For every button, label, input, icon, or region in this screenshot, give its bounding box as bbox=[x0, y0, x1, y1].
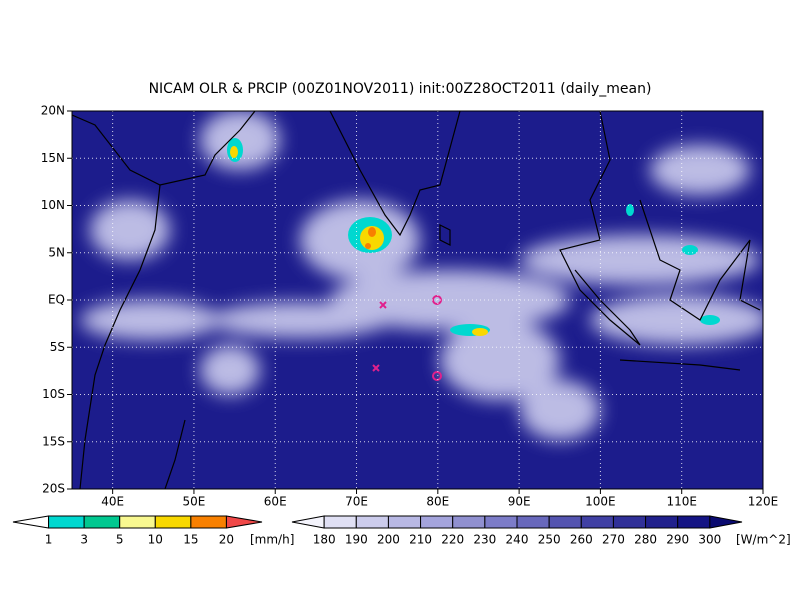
lon-tick-label: 90E bbox=[508, 495, 531, 509]
colorbar-swatch bbox=[484, 515, 518, 529]
colorbar-tick-label: 290 bbox=[666, 533, 689, 547]
colorbar-swatch bbox=[48, 515, 85, 529]
map-frame bbox=[71, 110, 764, 490]
colorbar-swatch bbox=[119, 515, 156, 529]
lon-tick-label: 70E bbox=[345, 495, 368, 509]
map-field bbox=[72, 111, 763, 489]
colorbar-swatch bbox=[420, 515, 454, 529]
lat-tick-label: 5N bbox=[48, 245, 65, 259]
colorbar-unit: [W/m^2] bbox=[736, 533, 791, 547]
lat-tick-label: EQ bbox=[48, 293, 65, 307]
colorbar-tick-label: 10 bbox=[148, 533, 163, 547]
colorbar-swatch bbox=[291, 515, 325, 529]
colorbar-swatch bbox=[677, 515, 711, 529]
colorbar-tick-label: 15 bbox=[183, 533, 198, 547]
lat-tick-label: 10S bbox=[42, 387, 65, 401]
colorbar-tick-label: 190 bbox=[345, 533, 368, 547]
title: NICAM OLR & PRCIP (00Z01NOV2011) init:00… bbox=[149, 81, 652, 97]
colorbar-tick-label: 210 bbox=[409, 533, 432, 547]
colorbar-swatch bbox=[452, 515, 486, 529]
colorbar-tick-label: 250 bbox=[538, 533, 561, 547]
lon-tick-label: 80E bbox=[426, 495, 449, 509]
lat-tick-label: 15S bbox=[42, 434, 65, 448]
colorbar-tick-label: 180 bbox=[313, 533, 336, 547]
colorbar-tick-label: 1 bbox=[45, 533, 53, 547]
lon-tick-label: 40E bbox=[101, 495, 124, 509]
lat-tick-label: 20S bbox=[42, 482, 65, 496]
colorbar-swatch bbox=[12, 515, 50, 529]
lon-tick-label: 50E bbox=[183, 495, 206, 509]
colorbar-tick-label: 20 bbox=[219, 533, 234, 547]
colorbar-swatch bbox=[548, 515, 582, 529]
colorbar-tick-label: 230 bbox=[473, 533, 496, 547]
colorbar-swatch bbox=[645, 515, 679, 529]
colorbar-tick-label: 240 bbox=[506, 533, 529, 547]
colorbar-swatch bbox=[709, 515, 743, 529]
colorbar-swatch bbox=[516, 515, 550, 529]
colorbar-swatch bbox=[83, 515, 121, 529]
lat-tick-label: 10N bbox=[41, 198, 65, 212]
colorbar-tick-label: 3 bbox=[80, 533, 88, 547]
colorbar-tick-label: 220 bbox=[441, 533, 464, 547]
colorbar-tick-label: 280 bbox=[634, 533, 657, 547]
colorbar-tick-label: 260 bbox=[570, 533, 593, 547]
colorbar-swatch bbox=[225, 515, 263, 529]
colorbar-swatch bbox=[355, 515, 389, 529]
colorbar-swatch bbox=[580, 515, 614, 529]
colorbar-tick-label: 300 bbox=[698, 533, 721, 547]
colorbar-swatch bbox=[612, 515, 647, 529]
colorbar-swatch bbox=[190, 515, 227, 529]
colorbar-swatch bbox=[323, 515, 357, 529]
lon-tick-label: 120E bbox=[748, 495, 779, 509]
lat-tick-label: 5S bbox=[50, 340, 65, 354]
lon-tick-label: 100E bbox=[585, 495, 616, 509]
lat-tick-label: 20N bbox=[41, 104, 65, 118]
colorbar-swatch bbox=[154, 515, 192, 529]
colorbar-tick-label: 5 bbox=[116, 533, 124, 547]
lon-tick-label: 60E bbox=[264, 495, 287, 509]
lon-tick-label: 110E bbox=[666, 495, 697, 509]
colorbar-tick-label: 270 bbox=[602, 533, 625, 547]
lat-tick-label: 15N bbox=[41, 151, 65, 165]
colorbar-unit: [mm/h] bbox=[250, 533, 294, 547]
colorbar-tick-label: 200 bbox=[377, 533, 400, 547]
colorbar-swatch bbox=[387, 515, 422, 529]
